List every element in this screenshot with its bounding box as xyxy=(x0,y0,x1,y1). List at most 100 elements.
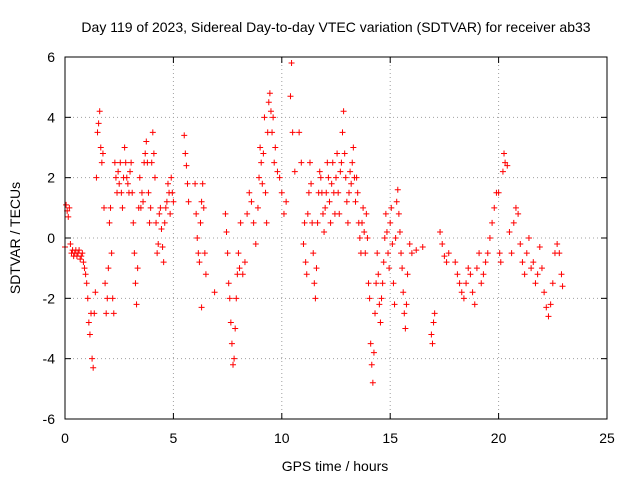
data-point xyxy=(91,310,98,317)
data-point xyxy=(145,189,152,196)
data-point xyxy=(224,250,231,257)
data-point xyxy=(403,301,410,308)
data-point xyxy=(155,241,162,248)
data-point xyxy=(390,280,397,287)
data-point xyxy=(95,120,102,127)
data-point xyxy=(366,295,373,302)
data-point xyxy=(271,159,278,166)
data-point xyxy=(162,204,169,211)
data-point xyxy=(115,168,122,175)
data-point xyxy=(338,159,345,166)
data-point xyxy=(298,159,305,166)
data-point xyxy=(184,180,191,187)
data-point xyxy=(467,271,474,278)
data-point xyxy=(108,250,115,257)
y-tick-label: 6 xyxy=(47,49,55,65)
data-point xyxy=(98,159,105,166)
data-point xyxy=(232,325,239,332)
data-point xyxy=(192,180,199,187)
x-tick-label: 10 xyxy=(274,430,290,446)
data-point xyxy=(362,250,369,257)
y-tick-label: 0 xyxy=(47,230,55,246)
data-point xyxy=(413,247,420,254)
data-point xyxy=(231,355,238,362)
data-point xyxy=(314,219,321,226)
data-point xyxy=(246,189,253,196)
data-point xyxy=(519,259,526,266)
data-point xyxy=(354,189,361,196)
data-point xyxy=(83,280,90,287)
data-point xyxy=(341,150,348,157)
data-point xyxy=(313,265,320,272)
data-point xyxy=(136,174,143,181)
data-point xyxy=(469,289,476,296)
data-point xyxy=(183,162,190,169)
data-point xyxy=(484,250,491,257)
data-point xyxy=(193,210,200,217)
data-point xyxy=(196,259,203,266)
data-point xyxy=(78,253,85,260)
data-point xyxy=(376,301,383,308)
data-point xyxy=(260,150,267,157)
data-point xyxy=(66,204,73,211)
data-point xyxy=(296,129,303,136)
data-point xyxy=(402,325,409,332)
data-point xyxy=(554,241,561,248)
data-point xyxy=(489,219,496,226)
data-point xyxy=(270,114,277,121)
data-point xyxy=(116,180,123,187)
data-point xyxy=(105,265,112,272)
data-point xyxy=(532,280,539,287)
data-point xyxy=(130,219,137,226)
data-point xyxy=(506,228,513,235)
data-point xyxy=(132,280,139,287)
data-point xyxy=(558,271,565,278)
data-point xyxy=(301,219,308,226)
data-point xyxy=(109,295,116,302)
x-tick-label: 5 xyxy=(170,430,178,446)
data-point xyxy=(119,204,126,211)
data-point xyxy=(328,180,335,187)
data-point xyxy=(283,198,290,205)
data-point xyxy=(124,180,131,187)
data-point xyxy=(325,174,332,181)
data-point xyxy=(322,204,329,211)
data-point xyxy=(134,265,141,272)
x-tick-label: 0 xyxy=(61,430,69,446)
data-point xyxy=(431,310,438,317)
data-point xyxy=(258,159,265,166)
data-point xyxy=(383,228,390,235)
data-point xyxy=(387,219,394,226)
data-point xyxy=(241,259,248,266)
data-point xyxy=(393,198,400,205)
data-point xyxy=(454,271,461,278)
data-point xyxy=(389,241,396,248)
data-point xyxy=(304,210,311,217)
data-point xyxy=(161,219,168,226)
data-point xyxy=(504,162,511,169)
data-point xyxy=(146,219,153,226)
data-point xyxy=(342,174,349,181)
data-point xyxy=(547,301,554,308)
data-point xyxy=(103,310,110,317)
data-point xyxy=(429,340,436,347)
data-point xyxy=(471,301,478,308)
data-point xyxy=(501,150,508,157)
data-point xyxy=(106,219,113,226)
data-point xyxy=(248,198,255,205)
data-point xyxy=(254,204,261,211)
data-point xyxy=(280,210,287,217)
data-point xyxy=(122,159,129,166)
data-point xyxy=(517,241,524,248)
data-point xyxy=(223,228,230,235)
data-point xyxy=(160,259,167,266)
data-point xyxy=(111,159,118,166)
data-point xyxy=(239,271,246,278)
data-point xyxy=(510,219,517,226)
data-point xyxy=(266,90,273,97)
data-point xyxy=(499,168,506,175)
data-point xyxy=(344,219,351,226)
data-point xyxy=(305,189,312,196)
data-point xyxy=(356,235,363,241)
data-point xyxy=(443,259,450,266)
